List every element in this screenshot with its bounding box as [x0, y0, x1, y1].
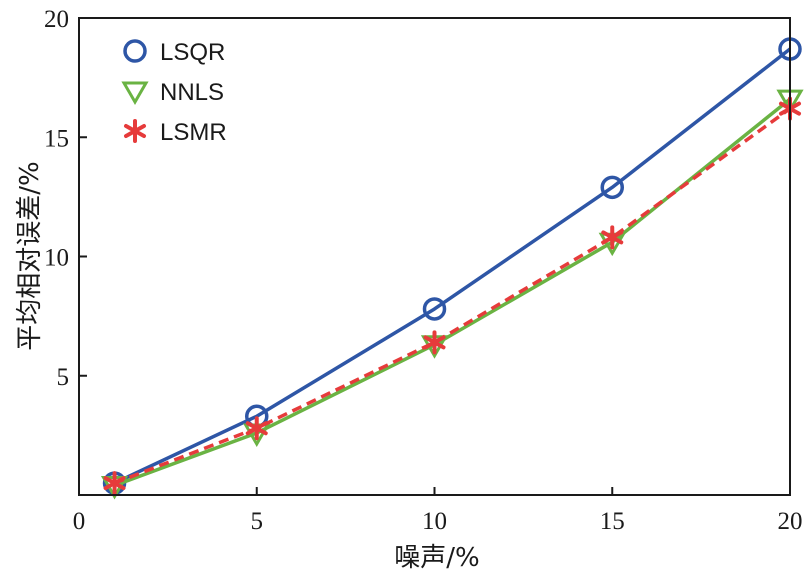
series-line-nnls: [113, 97, 792, 488]
y-tick-label: 10: [44, 245, 69, 272]
legend-label-lsqr: LSQR: [160, 39, 225, 66]
y-tick-label: 5: [57, 364, 70, 391]
axis-ticks: 0 5 10 15 20 5 10 15 20: [44, 6, 803, 535]
y-axis-title: 平均相对误差/%: [15, 161, 45, 350]
x-tick-label: 10: [422, 508, 447, 535]
data-point-lsqr: [422, 297, 447, 321]
legend-marker-lsqr: [123, 39, 147, 63]
x-tick-label: 5: [251, 508, 264, 535]
series-line-lsmr: [113, 107, 792, 485]
data-point-lsqr: [600, 175, 624, 200]
legend-marker-lsmr-core: [131, 127, 139, 135]
series-layer: [100, 37, 804, 500]
data-point-lsmr-core: [430, 338, 439, 347]
data-point-lsmr-core: [110, 479, 119, 488]
legend-marker-nnls: [121, 81, 149, 105]
x-tick-label: 0: [73, 508, 86, 535]
legend: LSQR NNLS LSMR: [121, 39, 227, 146]
series-nnls: [100, 89, 804, 500]
series-lsmr: [103, 96, 801, 496]
data-point-lsmr-core: [252, 424, 261, 433]
series-lsqr: [102, 37, 802, 495]
x-tick-label: 15: [600, 508, 625, 535]
legend-label-nnls: NNLS: [160, 79, 224, 106]
y-tick-label: 15: [44, 125, 69, 152]
series-line-lsqr: [113, 47, 792, 485]
y-tick-label: 20: [44, 6, 69, 33]
legend-label-lsmr: LSMR: [160, 119, 227, 146]
data-point-lsmr-core: [608, 233, 617, 242]
x-axis-title: 噪声/%: [394, 543, 479, 573]
x-tick-label: 20: [778, 508, 803, 535]
